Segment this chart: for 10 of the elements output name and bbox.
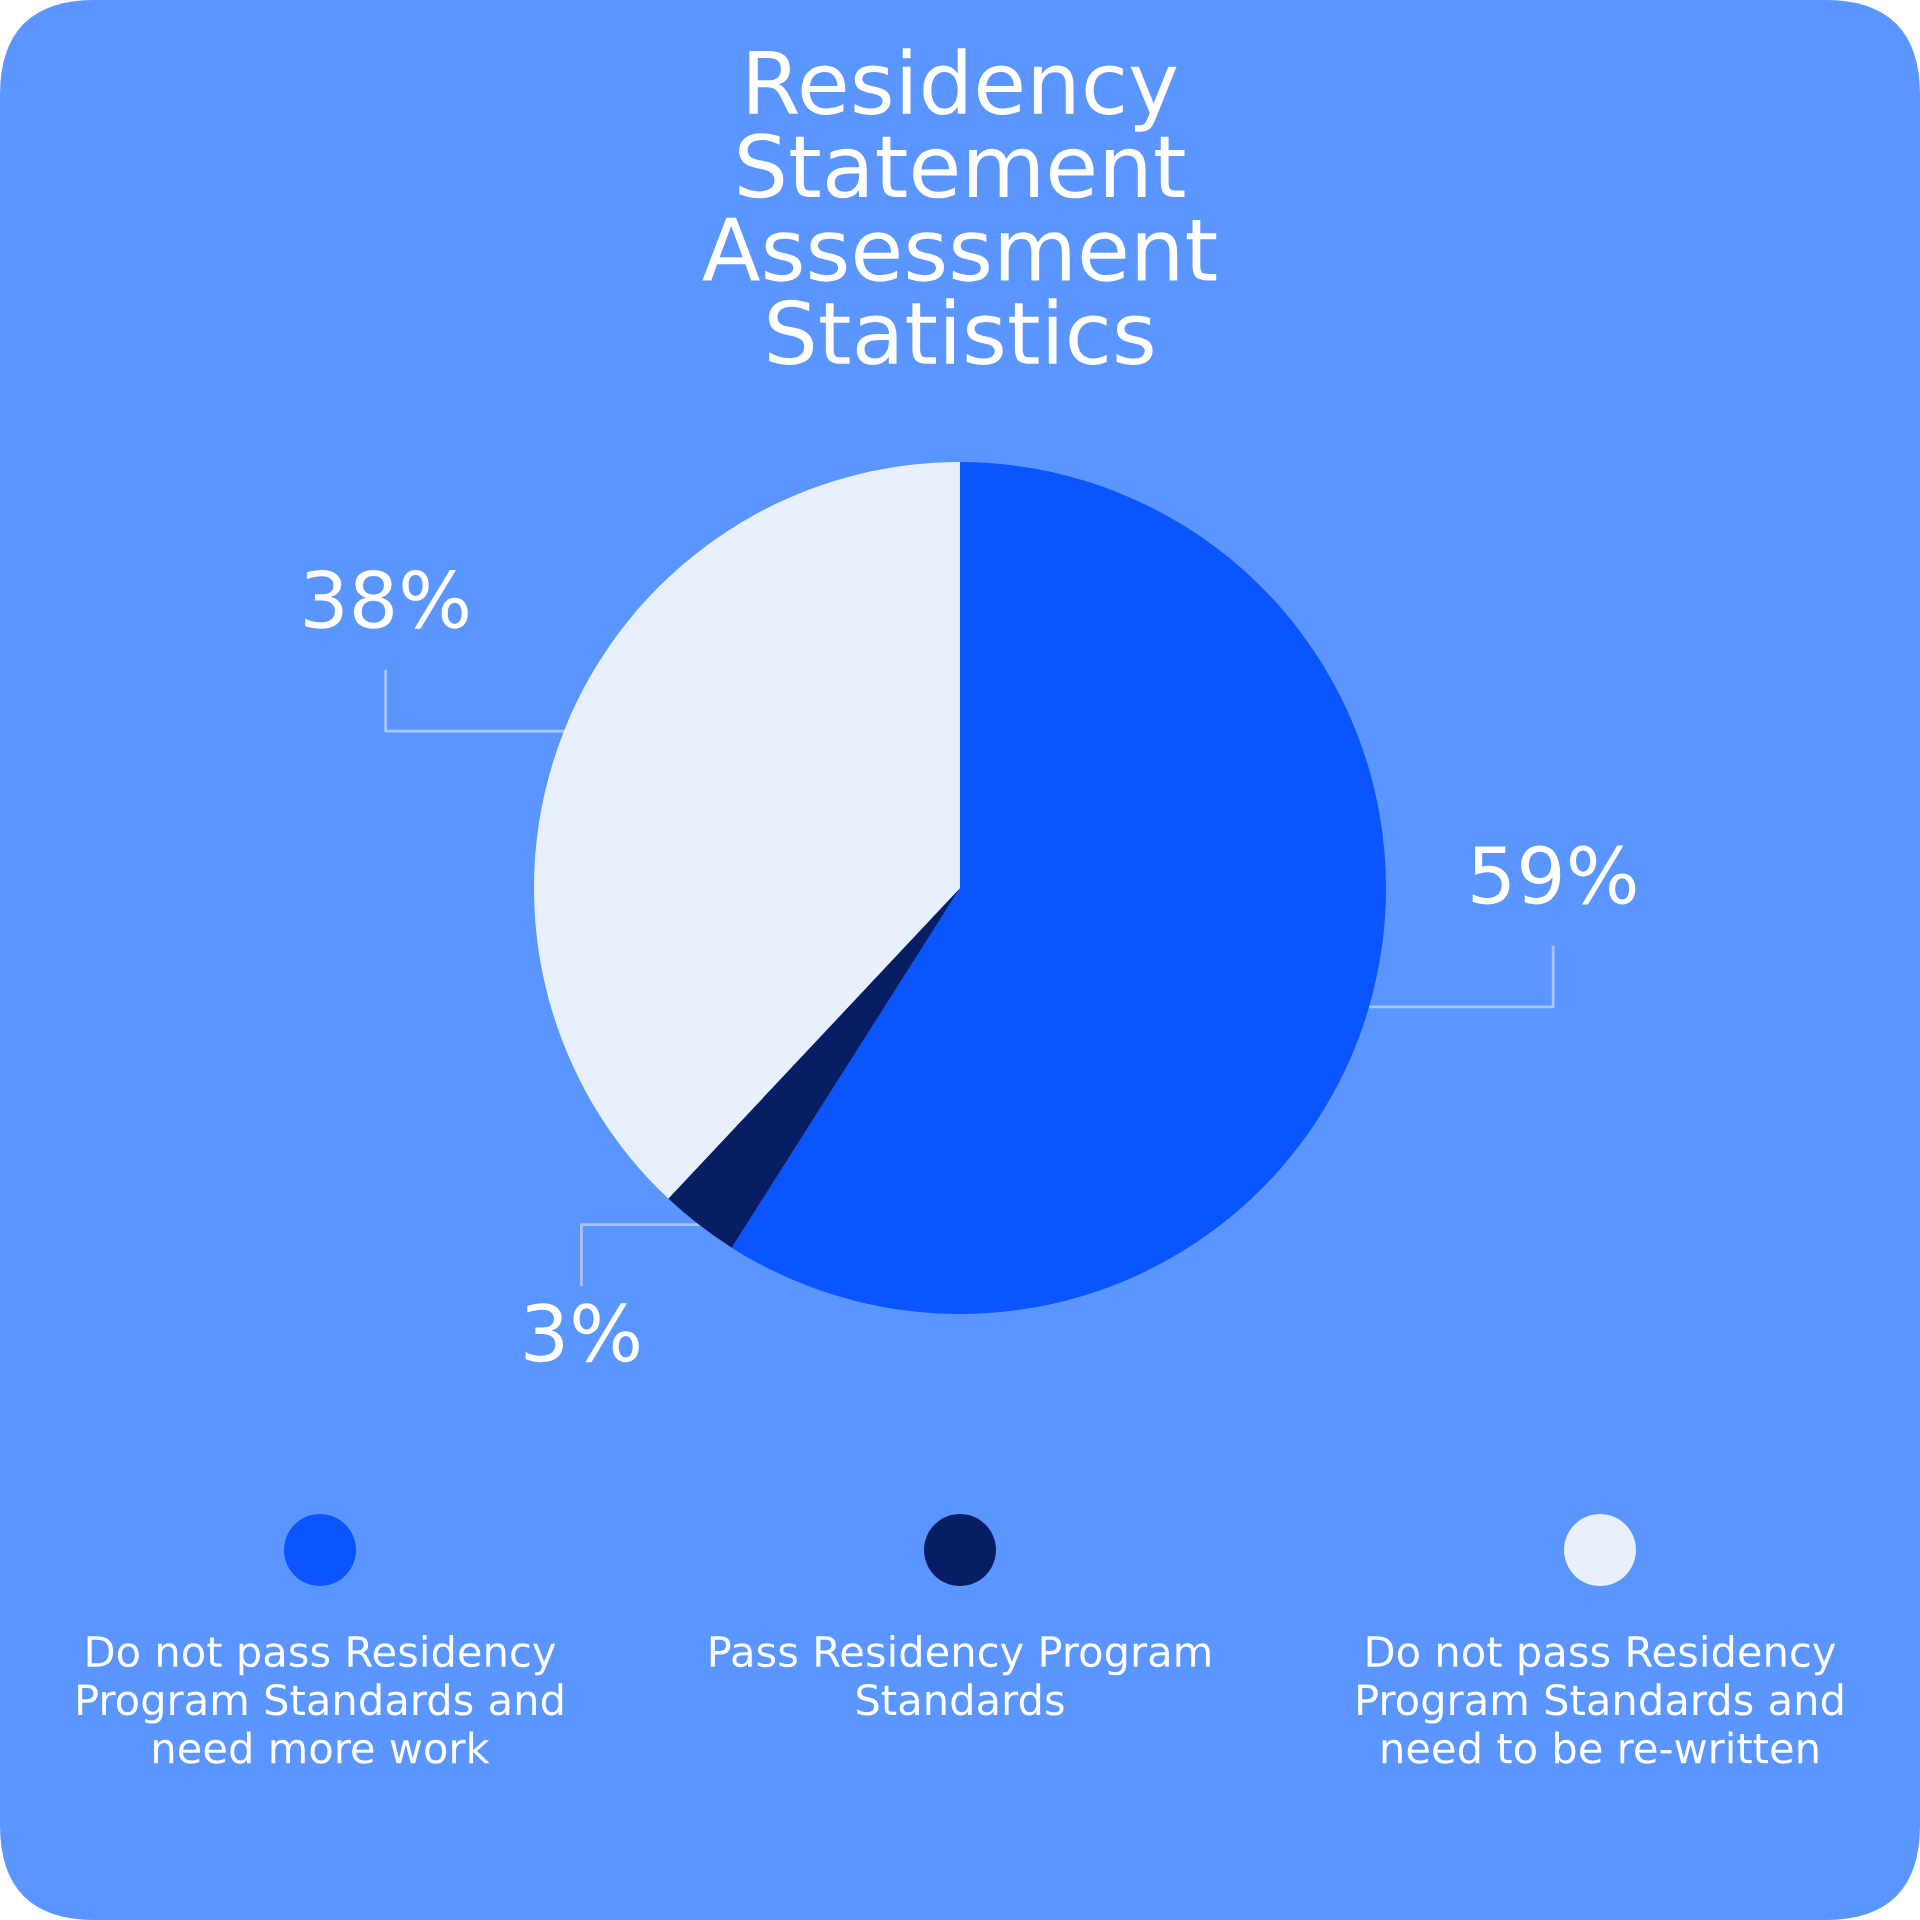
pie-slice — [534, 462, 960, 1199]
legend-label: Pass Residency Program Standards — [710, 1635, 1210, 1716]
pie-slice — [668, 888, 960, 1248]
data-label: 38% — [305, 569, 468, 629]
data-label: 3% — [525, 1303, 639, 1363]
legend-label: Do not pass Residency Program Standards and need to be re-written — [1358, 1635, 1843, 1764]
legend-label: Do not pass Residency Program Standards and need more work — [78, 1635, 563, 1764]
pie-slice — [731, 462, 1386, 1314]
data-label: 59% — [1472, 845, 1636, 905]
chart-title: Residency Statement Assessment Statistics — [702, 48, 1217, 365]
